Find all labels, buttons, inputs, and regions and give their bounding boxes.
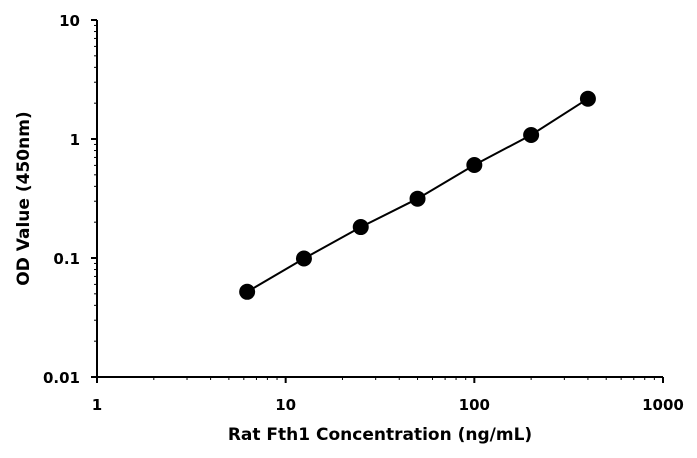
- y-tick-label: 1: [70, 131, 80, 149]
- x-axis-title: Rat Fth1 Concentration (ng/mL): [228, 425, 532, 445]
- data-point: [352, 219, 369, 236]
- x-tick-label: 10: [275, 396, 296, 414]
- x-tick-label: 1000: [642, 396, 684, 414]
- data-point: [295, 250, 312, 267]
- x-tick-label: 1: [92, 396, 102, 414]
- y-tick-label: 0.1: [53, 250, 80, 268]
- y-axis-title: OD Value (450nm): [14, 111, 34, 285]
- tick-labels: 1 10 100 1000 0.01 0.1 1 10: [43, 12, 684, 414]
- y-tick-label: 0.01: [43, 369, 80, 387]
- data-point: [579, 90, 596, 107]
- data-point: [523, 127, 540, 144]
- data-point: [466, 156, 483, 173]
- x-tick-label: 100: [459, 396, 490, 414]
- data-point: [239, 283, 256, 300]
- y-tick-label: 10: [59, 12, 80, 30]
- data-point: [409, 190, 426, 207]
- data-series: [239, 90, 596, 300]
- axes: [91, 19, 664, 383]
